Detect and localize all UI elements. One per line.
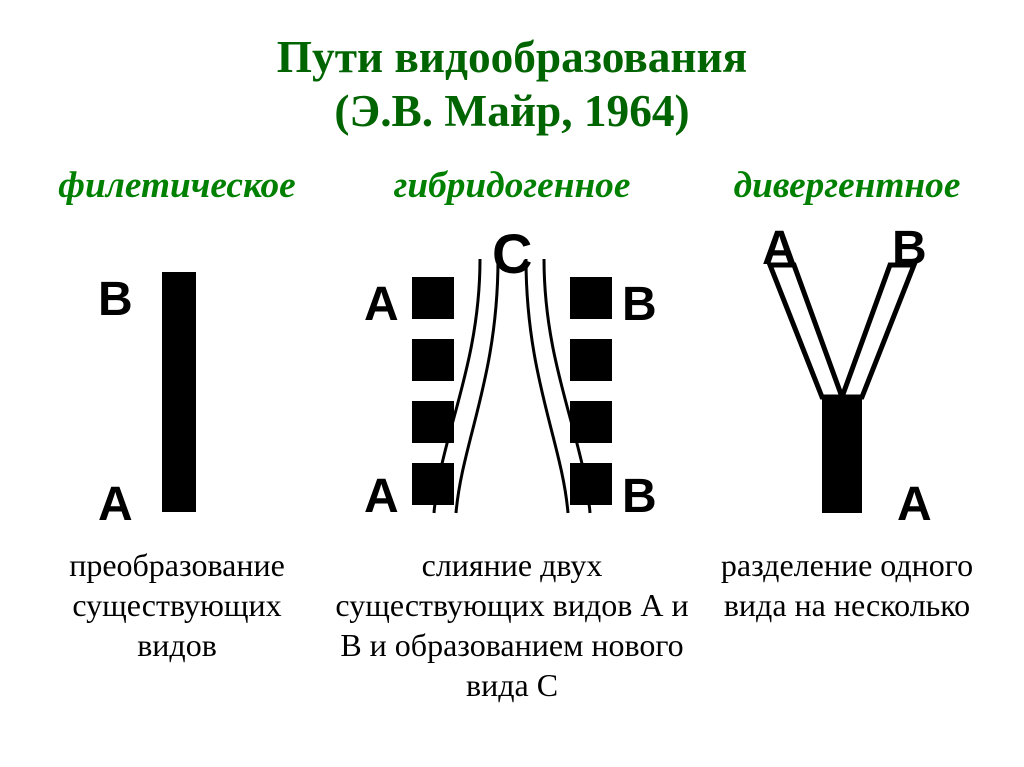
diagram-label: B [892,221,927,276]
diagram-label: B [98,272,133,327]
diagram-label: A [364,277,399,332]
title-line-2: (Э.В. Майр, 1964) [0,84,1024,138]
caption-divergent: разделение одного вида на несколько [702,545,992,625]
title-line-1: Пути видообразования [0,30,1024,84]
page-title: Пути видообразования (Э.В. Майр, 1964) [0,0,1024,139]
diagram-label: B [622,469,657,524]
diagram-phyletic: BA [32,217,322,537]
caption-phyletic: преобразование существующих видов [32,545,322,665]
heading-hybridogenic: гибридогенное [394,164,631,207]
diagram-divergent: A B A [702,217,992,537]
caption-hybridogenic: слияние двух существующих видов А и В и … [322,545,702,705]
col-divergent: дивергентное A B A разделение одного вида … [702,164,992,705]
columns-row: филетическое BA преобразование существую… [0,164,1024,705]
diagram-label: A [897,477,932,532]
diagram-label: C [492,221,532,286]
heading-phyletic: филетическое [58,164,295,207]
col-hybridogenic: гибридогенное C A B A B слияние двух существ… [322,164,702,705]
phyletic-bar [162,272,196,512]
diagram-label: A [364,469,399,524]
heading-divergent: дивергентное [734,164,961,207]
diagram-label: A [98,477,133,532]
col-phyletic: филетическое BA преобразование существую… [32,164,322,705]
diagram-hybridogenic: C A B A B [322,217,702,537]
fork-shape [702,217,992,537]
diagram-label: B [622,277,657,332]
diagram-label: A [762,221,797,276]
